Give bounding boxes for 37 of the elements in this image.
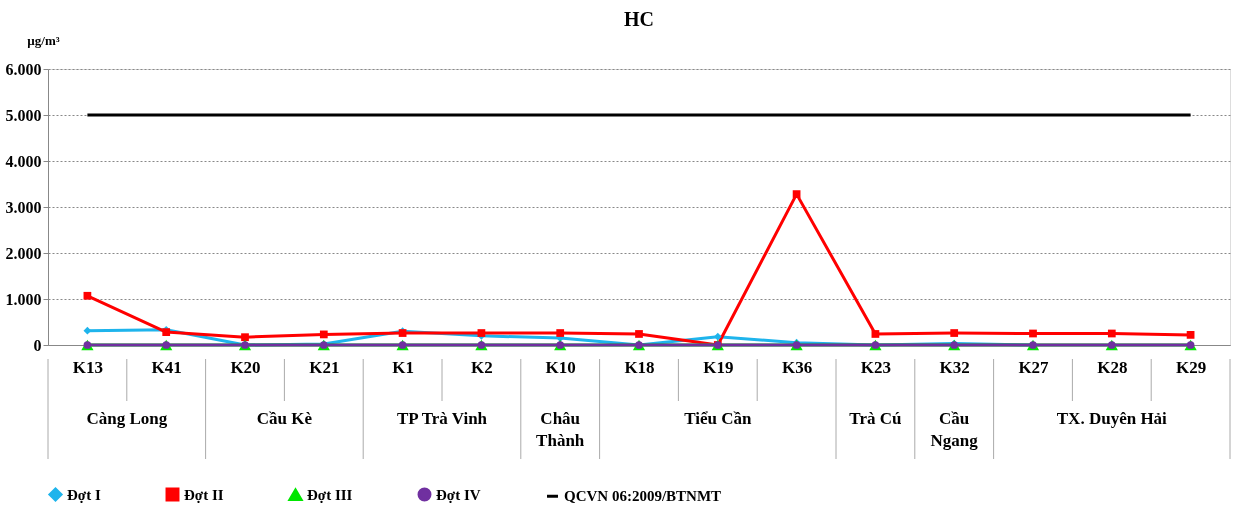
y-tick-label: 3.000 xyxy=(5,198,42,216)
y-tick-label: 5.000 xyxy=(5,106,42,124)
y-tick-label: 4.000 xyxy=(5,152,42,170)
y-axis-title: µg/m³ xyxy=(27,32,60,48)
x-tick-label: K27 xyxy=(1018,357,1050,377)
x-tick-label: K1 xyxy=(392,357,414,377)
text: Cầu Ngang xyxy=(930,409,979,450)
x-tick-label: K36 xyxy=(781,357,813,377)
x-tick-label: K20 xyxy=(230,357,261,377)
text: Cầu Kè xyxy=(256,409,313,428)
x-tick-label: K13 xyxy=(72,357,104,377)
x-tick-label: K29 xyxy=(1175,357,1207,377)
y-tick-label: 0 xyxy=(33,336,42,354)
text: Càng Long xyxy=(86,409,168,428)
chart-title: HC xyxy=(624,8,654,30)
text: Tiểu Cần xyxy=(684,409,752,428)
text: Châu Thành xyxy=(536,409,585,450)
x-tick-label: K32 xyxy=(939,357,970,377)
legend-label: Đợt I xyxy=(67,486,101,503)
legend-label: Đợt III xyxy=(307,486,353,503)
legend-label: Đợt II xyxy=(184,486,224,503)
x-tick-label: K18 xyxy=(624,357,655,377)
legend-label: Đợt IV xyxy=(436,486,481,503)
x-tick-label: K2 xyxy=(471,357,493,377)
x-tick-label: K28 xyxy=(1097,357,1128,377)
text: Trà Cú xyxy=(849,409,902,428)
text: TX. Duyên Hải xyxy=(1056,409,1168,428)
y-tick-label: 2.000 xyxy=(5,244,42,262)
x-tick-label: K10 xyxy=(545,357,576,377)
x-tick-label: K19 xyxy=(703,357,734,377)
text: TP Trà Vinh xyxy=(396,409,488,428)
x-tick-label: K21 xyxy=(309,357,340,377)
y-tick-label: 1.000 xyxy=(5,290,42,308)
x-tick-label: K23 xyxy=(860,357,892,377)
y-tick-label: 6.000 xyxy=(5,60,42,78)
x-tick-label: K41 xyxy=(151,357,182,377)
legend-label: QCVN 06:2009/BTNMT xyxy=(564,488,722,505)
